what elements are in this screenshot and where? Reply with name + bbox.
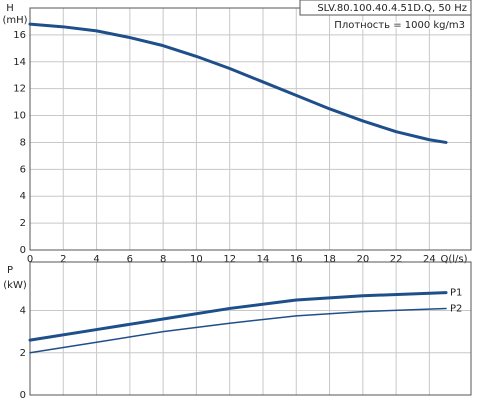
x-tick-label: 10 (190, 254, 203, 265)
data-line (28, 22, 448, 144)
plot-frame (29, 7, 472, 251)
title-box (299, 0, 472, 16)
y-tick-label: 12 (13, 84, 26, 95)
y-tick-label: 4 (20, 191, 26, 202)
y-tick-label: 16 (13, 30, 26, 41)
x-tick-label: 14 (257, 254, 270, 265)
y-tick-label: 14 (13, 57, 26, 68)
y-tick-label: 8 (20, 137, 26, 148)
x-tick-label: 8 (160, 254, 166, 265)
data-line (29, 307, 447, 354)
x-tick-label: 20 (356, 254, 369, 265)
y-axis-label: P (7, 265, 13, 276)
y-tick-label: 10 (13, 111, 26, 122)
plot-frame (29, 261, 472, 396)
x-tick-label: 16 (290, 254, 303, 265)
x-tick-label: 6 (127, 254, 133, 265)
y-axis-unit: (kW) (3, 280, 27, 291)
chart-title: SLV.80.100.40.4.51D.Q, 50 Hz (317, 3, 467, 14)
x-tick-label: 22 (390, 254, 403, 265)
y-tick-label: 2 (20, 348, 26, 359)
data-line (28, 291, 448, 342)
x-tick-label: 4 (93, 254, 99, 265)
x-tick-label: 12 (223, 254, 236, 265)
y-tick-label: 2 (20, 218, 26, 229)
y-tick-label: 0 (20, 245, 26, 256)
x-tick-label: 2 (60, 254, 66, 265)
y-axis-unit: (mH) (2, 15, 27, 26)
y-axis-label: H (6, 3, 14, 14)
x-tick-label: 0 (27, 254, 33, 265)
x-tick-label: 24 (423, 254, 436, 265)
x-tick-label: 18 (323, 254, 336, 265)
x-axis-label: Q(l/s) (440, 254, 467, 265)
chart-subtitle: Плотность = 1000 kg/m3 (334, 20, 465, 31)
y-tick-label: 0 (20, 390, 26, 400)
y-tick-label: 6 (20, 164, 26, 175)
series-label: P2 (450, 303, 462, 314)
series-label: P1 (450, 288, 462, 299)
y-tick-label: 4 (20, 306, 26, 317)
